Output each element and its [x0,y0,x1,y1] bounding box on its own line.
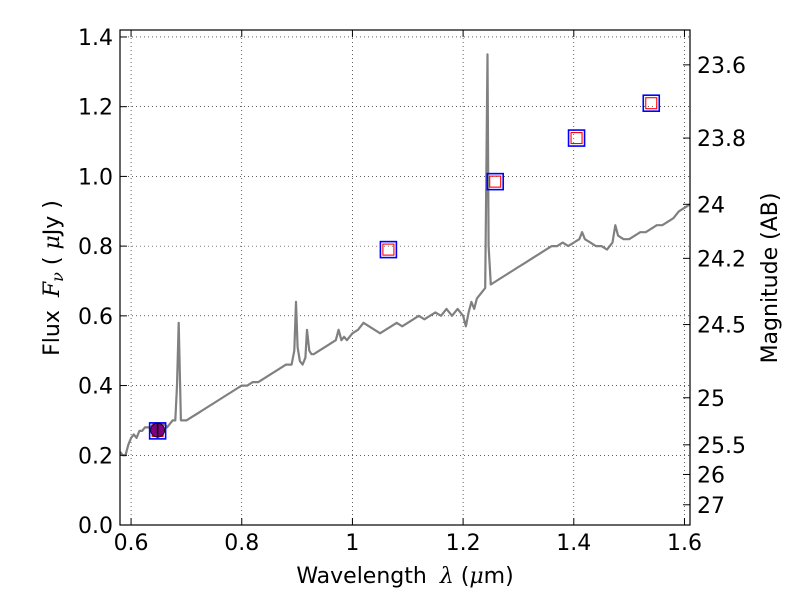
observed-photometry-marker [642,94,661,113]
x-tick-label: 1.6 [667,531,702,556]
x-tick-label: 0.6 [114,531,149,556]
y-tick-label: 0.6 [78,305,113,330]
right-tick-label: 25.5 [697,434,746,459]
y-tick-label: 1.2 [78,96,113,121]
right-tick-label: 24 [697,193,725,218]
y-axis-label: Flux Fν ( μJy ) [40,200,67,356]
x-tick-label: 1 [345,531,359,556]
tick-marks [120,30,690,526]
right-tick-label: 26 [697,463,725,488]
x-tick-label: 1.2 [446,531,481,556]
right-tick-label: 23.8 [697,127,746,152]
x-axis-label: Wavelength λ (μm) [296,564,513,589]
model-photometry-marker [489,175,502,188]
y-tick-label: 0.4 [78,375,113,400]
observed-photometry-marker [486,172,505,191]
y-tick-label: 1.0 [78,165,113,190]
right-tick-label: 23.6 [697,54,746,79]
x-tick-label: 0.8 [224,531,259,556]
y-tick-label: 1.4 [78,26,113,51]
right-tick-label: 24.2 [697,247,746,272]
grid-lines [120,30,690,526]
right-tick-label: 24.5 [697,314,746,339]
spectrum-layer [119,53,691,457]
model-photometry-marker [645,97,658,110]
y-tick-label: 0.8 [78,235,113,260]
tick-labels: 0.6 0.8 1 1.2 1.4 1.6 0.0 0.2 0.4 0.6 0.8 1.0 1.2 1.4… [78,26,746,556]
right-tick-label: 27 [697,494,725,519]
right-tick-label: 25 [697,387,725,412]
x-tick-label: 1.4 [556,531,591,556]
right-axis-label: Magnitude (AB) [758,193,783,364]
observed-photometry-marker [379,240,398,259]
photometry-markers [148,94,661,440]
model-photometry-marker [570,132,583,145]
y-tick-label: 0.2 [78,444,113,469]
plot-frame [119,29,691,526]
y-tick-label: 0.0 [78,514,113,539]
spectrum-line [119,53,691,457]
model-photometry-marker [382,243,395,256]
observed-photometry-marker [567,129,586,147]
